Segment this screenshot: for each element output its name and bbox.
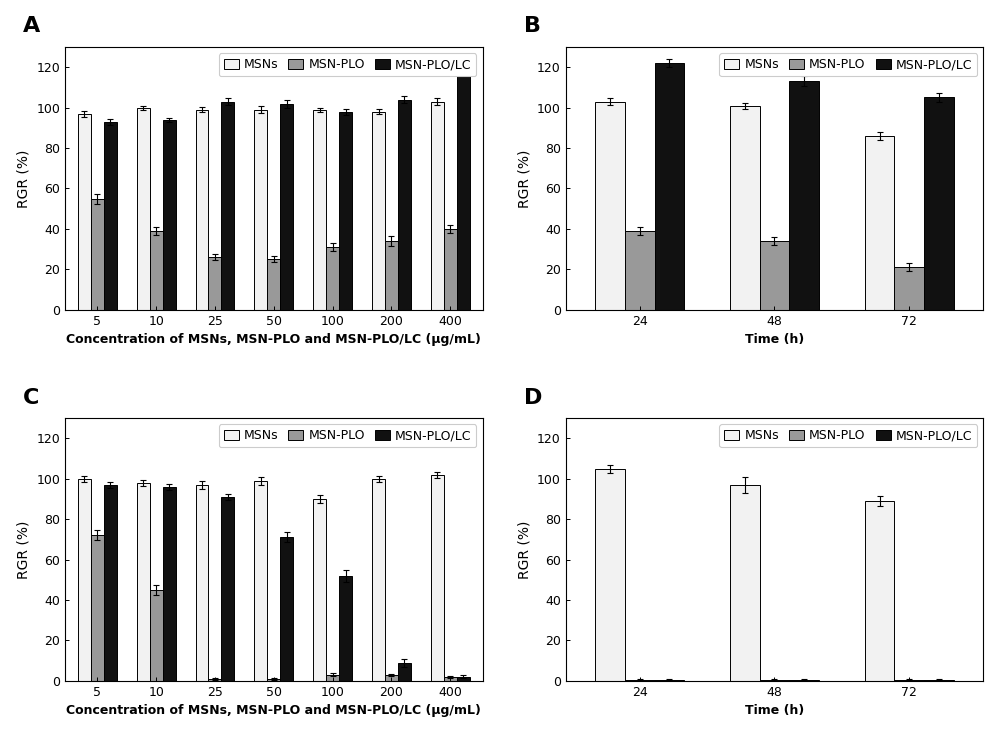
Bar — [221, 101, 234, 310]
Bar — [313, 499, 326, 681]
Bar — [150, 231, 163, 310]
Legend: MSNs, MSN-PLO, MSN-PLO/LC: MSNs, MSN-PLO, MSN-PLO/LC — [219, 53, 476, 76]
Text: D: D — [524, 388, 542, 407]
Bar — [267, 679, 280, 681]
Bar — [760, 680, 789, 681]
Bar — [163, 120, 176, 310]
Bar — [339, 575, 352, 681]
X-axis label: Time (h): Time (h) — [745, 333, 804, 346]
Bar — [91, 535, 104, 681]
Bar — [760, 241, 789, 310]
Bar — [398, 663, 411, 681]
Bar — [280, 537, 293, 681]
Bar — [91, 199, 104, 310]
Bar — [865, 136, 894, 310]
Bar — [150, 590, 163, 681]
Y-axis label: RGR (%): RGR (%) — [517, 149, 531, 208]
Bar — [894, 267, 924, 310]
Legend: MSNs, MSN-PLO, MSN-PLO/LC: MSNs, MSN-PLO, MSN-PLO/LC — [719, 424, 977, 447]
Bar — [625, 231, 655, 310]
Text: C: C — [23, 388, 40, 407]
Bar — [457, 65, 470, 310]
Bar — [730, 106, 760, 310]
Y-axis label: RGR (%): RGR (%) — [17, 149, 31, 208]
Bar — [655, 680, 684, 681]
Bar — [398, 100, 411, 310]
Bar — [372, 112, 385, 310]
Bar — [78, 114, 91, 310]
Bar — [730, 485, 760, 681]
Bar — [313, 109, 326, 310]
Bar — [221, 497, 234, 681]
Bar — [196, 485, 208, 681]
Bar — [372, 479, 385, 681]
Bar — [104, 122, 117, 310]
Bar — [208, 679, 221, 681]
Bar — [655, 63, 684, 310]
Bar — [457, 677, 470, 681]
X-axis label: Time (h): Time (h) — [745, 705, 804, 717]
Bar — [924, 98, 954, 310]
Bar — [254, 109, 267, 310]
Bar — [595, 468, 625, 681]
X-axis label: Concentration of MSNs, MSN-PLO and MSN-PLO/LC (μg/mL): Concentration of MSNs, MSN-PLO and MSN-P… — [66, 705, 481, 717]
Bar — [137, 483, 150, 681]
Bar — [444, 229, 457, 310]
Y-axis label: RGR (%): RGR (%) — [17, 520, 31, 578]
Bar — [431, 101, 444, 310]
Bar — [137, 108, 150, 310]
Bar — [444, 677, 457, 681]
Bar — [865, 501, 894, 681]
Bar — [385, 241, 398, 310]
Bar — [339, 112, 352, 310]
Bar — [326, 247, 339, 310]
Bar — [208, 257, 221, 310]
Legend: MSNs, MSN-PLO, MSN-PLO/LC: MSNs, MSN-PLO, MSN-PLO/LC — [719, 53, 977, 76]
Bar — [431, 475, 444, 681]
Bar — [163, 487, 176, 681]
Bar — [894, 680, 924, 681]
Bar — [104, 485, 117, 681]
Bar — [254, 481, 267, 681]
X-axis label: Concentration of MSNs, MSN-PLO and MSN-PLO/LC (μg/mL): Concentration of MSNs, MSN-PLO and MSN-P… — [66, 333, 481, 346]
Bar — [625, 680, 655, 681]
Bar — [924, 680, 954, 681]
Bar — [280, 103, 293, 310]
Y-axis label: RGR (%): RGR (%) — [517, 520, 531, 578]
Text: B: B — [524, 16, 541, 37]
Bar — [196, 109, 208, 310]
Bar — [789, 680, 819, 681]
Bar — [595, 101, 625, 310]
Bar — [326, 675, 339, 681]
Bar — [385, 675, 398, 681]
Bar — [78, 479, 91, 681]
Bar — [789, 81, 819, 310]
Text: A: A — [23, 16, 40, 37]
Legend: MSNs, MSN-PLO, MSN-PLO/LC: MSNs, MSN-PLO, MSN-PLO/LC — [219, 424, 476, 447]
Bar — [267, 259, 280, 310]
